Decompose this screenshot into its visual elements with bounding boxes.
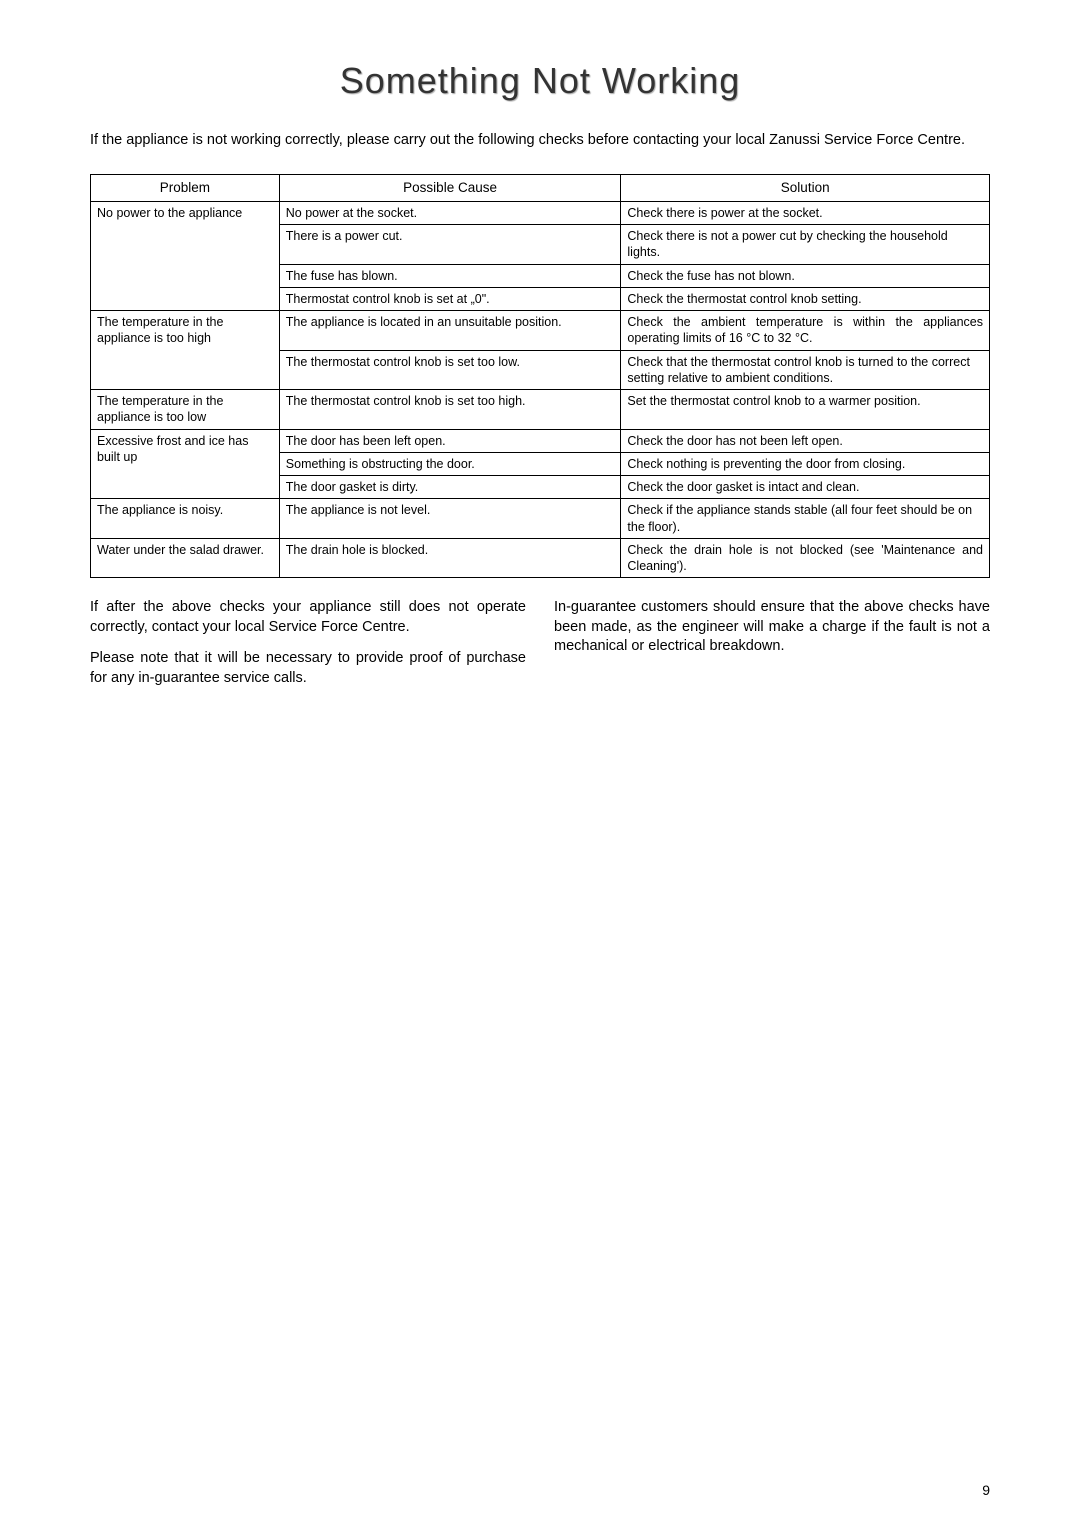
cell-solution: Check the drain hole is not blocked (see… (621, 538, 990, 578)
table-row: No power to the applianceNo power at the… (91, 201, 990, 224)
cell-problem: The temperature in the appliance is too … (91, 311, 280, 390)
cell-problem: Excessive frost and ice has built up (91, 429, 280, 499)
cell-solution: Check there is power at the socket. (621, 201, 990, 224)
page-number: 9 (982, 1482, 990, 1498)
cell-solution: Check that the thermostat control knob i… (621, 350, 990, 390)
cell-problem: The temperature in the appliance is too … (91, 390, 280, 430)
troubleshooting-table: Problem Possible Cause Solution No power… (90, 174, 990, 578)
cell-problem: No power to the appliance (91, 201, 280, 310)
cell-solution: Check the door gasket is intact and clea… (621, 476, 990, 499)
page-title: Something Not Working (90, 60, 990, 102)
header-solution: Solution (621, 175, 990, 202)
right-para: In-guarantee customers should ensure tha… (554, 598, 990, 657)
cell-cause: The appliance is not level. (279, 499, 621, 539)
table-row: The appliance is noisy.The appliance is … (91, 499, 990, 539)
cell-cause: The fuse has blown. (279, 264, 621, 287)
cell-cause: The door has been left open. (279, 429, 621, 452)
right-column: In-guarantee customers should ensure tha… (554, 598, 990, 700)
left-para-2: Please note that it will be necessary to… (90, 649, 526, 688)
cell-cause: The thermostat control knob is set too l… (279, 350, 621, 390)
left-para-1: If after the above checks your appliance… (90, 598, 526, 637)
cell-solution: Check the thermostat control knob settin… (621, 287, 990, 310)
cell-cause: The thermostat control knob is set too h… (279, 390, 621, 430)
table-row: Excessive frost and ice has built upThe … (91, 429, 990, 452)
table-row: The temperature in the appliance is too … (91, 390, 990, 430)
table-row: The temperature in the appliance is too … (91, 311, 990, 351)
table-row: Water under the salad drawer.The drain h… (91, 538, 990, 578)
cell-solution: Set the thermostat control knob to a war… (621, 390, 990, 430)
intro-paragraph: If the appliance is not working correctl… (90, 130, 990, 150)
cell-cause: The appliance is located in an unsuitabl… (279, 311, 621, 351)
cell-solution: Check the fuse has not blown. (621, 264, 990, 287)
cell-cause: There is a power cut. (279, 225, 621, 265)
cell-cause: The drain hole is blocked. (279, 538, 621, 578)
header-cause: Possible Cause (279, 175, 621, 202)
cell-cause: No power at the socket. (279, 201, 621, 224)
table-header-row: Problem Possible Cause Solution (91, 175, 990, 202)
cell-solution: Check the door has not been left open. (621, 429, 990, 452)
cell-cause: Something is obstructing the door. (279, 452, 621, 475)
header-problem: Problem (91, 175, 280, 202)
footer-columns: If after the above checks your appliance… (90, 598, 990, 700)
cell-problem: Water under the salad drawer. (91, 538, 280, 578)
cell-solution: Check the ambient temperature is within … (621, 311, 990, 351)
cell-solution: Check there is not a power cut by checki… (621, 225, 990, 265)
cell-solution: Check if the appliance stands stable (al… (621, 499, 990, 539)
cell-problem: The appliance is noisy. (91, 499, 280, 539)
cell-cause: Thermostat control knob is set at „0". (279, 287, 621, 310)
cell-cause: The door gasket is dirty. (279, 476, 621, 499)
cell-solution: Check nothing is preventing the door fro… (621, 452, 990, 475)
left-column: If after the above checks your appliance… (90, 598, 526, 700)
